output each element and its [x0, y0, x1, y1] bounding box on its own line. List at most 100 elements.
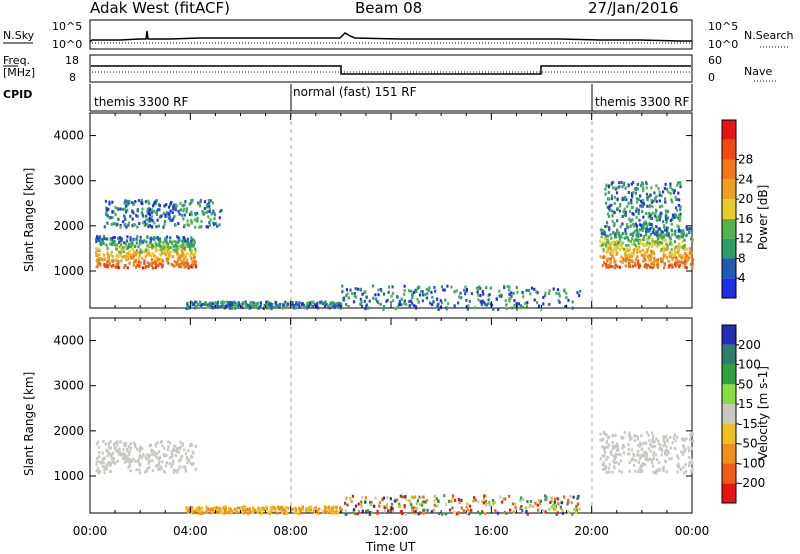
- data-cell: [138, 242, 141, 246]
- data-cell: [498, 289, 501, 293]
- data-cell: [678, 219, 681, 222]
- data-cell: [617, 241, 620, 245]
- data-cell: [436, 304, 439, 308]
- data-cell: [133, 252, 136, 256]
- data-cell: [167, 214, 170, 218]
- data-cell: [141, 447, 144, 451]
- data-cell: [206, 305, 209, 309]
- data-cell: [118, 250, 121, 254]
- data-cell: [649, 232, 652, 236]
- data-cell: [690, 458, 693, 462]
- data-cell: [361, 292, 364, 296]
- data-cell: [95, 442, 99, 446]
- data-cell: [202, 212, 205, 216]
- data-cell: [622, 436, 625, 440]
- data-cell: [472, 499, 475, 503]
- data-cell: [636, 230, 639, 234]
- data-cell: [98, 238, 101, 242]
- data-cell: [547, 292, 551, 296]
- data-cell: [103, 471, 106, 475]
- data-cell: [176, 246, 179, 250]
- data-cell: [426, 292, 429, 296]
- data-cell: [167, 261, 170, 265]
- data-cell: [309, 303, 312, 307]
- data-cell: [125, 225, 128, 229]
- data-cell: [262, 506, 265, 510]
- data-cell: [142, 453, 145, 457]
- data-cell: [467, 304, 470, 308]
- data-cell: [624, 228, 627, 231]
- data-cell: [128, 254, 131, 258]
- data-cell: [679, 245, 682, 249]
- data-cell: [646, 196, 649, 200]
- data-cell: [642, 215, 645, 219]
- data-cell: [165, 235, 169, 239]
- data-cell: [634, 191, 637, 195]
- data-cell: [448, 508, 452, 512]
- data-cell: [654, 230, 657, 234]
- data-cell: [678, 254, 681, 258]
- data-cell: [109, 237, 112, 241]
- data-cell: [675, 198, 678, 201]
- data-cell: [294, 306, 297, 310]
- nsky-strip-frame: [89, 19, 693, 50]
- data-cell: [345, 294, 348, 297]
- data-cell: [652, 242, 655, 245]
- data-cell: [616, 197, 619, 201]
- data-cell: [200, 220, 203, 223]
- data-cell: [236, 511, 239, 515]
- data-cell: [388, 509, 391, 512]
- data-cell: [651, 211, 654, 215]
- data-cell: [479, 294, 482, 297]
- data-cell: [246, 508, 249, 512]
- data-cell: [667, 233, 670, 237]
- data-cell: [626, 236, 629, 240]
- data-cell: [621, 232, 624, 235]
- data-cell: [650, 256, 653, 260]
- data-cell: [188, 444, 191, 448]
- data-cell: [632, 458, 635, 462]
- data-cell: [575, 504, 578, 508]
- data-cell: [635, 224, 638, 228]
- data-cell: [147, 264, 150, 268]
- data-cell: [433, 499, 436, 503]
- data-cell: [637, 208, 640, 212]
- data-cell: [187, 223, 190, 227]
- data-cell: [323, 301, 326, 305]
- data-cell: [132, 256, 135, 260]
- data-cell: [151, 246, 154, 250]
- data-cell: [604, 465, 607, 468]
- data-cell: [570, 501, 573, 505]
- data-cell: [111, 460, 114, 464]
- data-cell: [666, 216, 669, 220]
- data-cell: [333, 505, 336, 509]
- data-cell: [633, 463, 636, 467]
- data-cell: [645, 250, 648, 254]
- data-cell: [607, 257, 610, 261]
- data-cell: [98, 460, 101, 464]
- data-cell: [186, 304, 189, 308]
- data-cell: [654, 212, 657, 215]
- data-cell: [419, 503, 422, 506]
- data-cell: [197, 508, 200, 512]
- data-cell: [213, 211, 216, 215]
- data-cell: [642, 202, 645, 206]
- data-cell: [119, 207, 122, 211]
- data-cell: [139, 446, 142, 450]
- data-cell: [638, 245, 641, 249]
- data-cell: [183, 236, 186, 240]
- data-cell: [278, 507, 281, 511]
- data-cell: [621, 185, 624, 189]
- data-cell: [106, 454, 109, 458]
- data-cell: [209, 306, 212, 310]
- data-cell: [561, 511, 565, 515]
- data-cell: [631, 195, 634, 199]
- data-cell: [174, 208, 177, 212]
- data-cell: [122, 249, 125, 253]
- data-cell: [193, 247, 197, 251]
- data-cell: [644, 258, 647, 262]
- data-cell: [387, 290, 390, 294]
- data-cell: [165, 257, 168, 261]
- data-cell: [153, 202, 156, 206]
- data-cell: [508, 299, 511, 303]
